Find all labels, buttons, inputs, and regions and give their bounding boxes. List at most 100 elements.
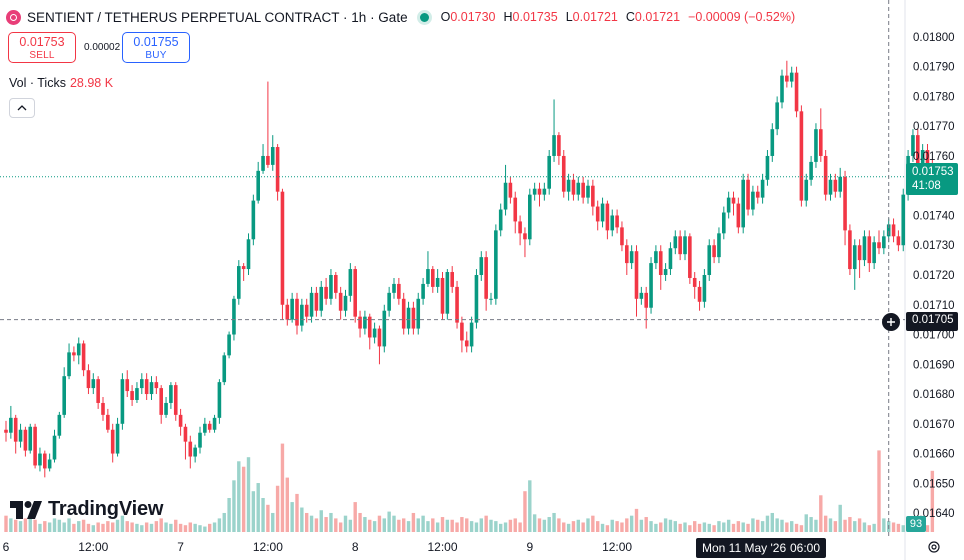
tradingview-logo[interactable]: TradingView	[10, 498, 163, 521]
candle-body	[566, 179, 571, 192]
volume-bar	[280, 443, 285, 532]
x-tick-label: 9	[526, 540, 533, 554]
volume-bar	[9, 518, 13, 532]
candle-body	[367, 316, 372, 338]
volume-bar	[445, 519, 450, 532]
volume-bar	[266, 504, 270, 532]
volume-bar	[111, 522, 115, 532]
candle-body	[911, 135, 915, 156]
x-tick-label: 8	[352, 540, 359, 554]
candle-body	[295, 298, 299, 326]
x-tick-label: 12:00	[427, 540, 457, 554]
candle-body	[620, 227, 624, 246]
candle-body	[275, 147, 280, 192]
candle-body	[717, 233, 721, 258]
symbol-logo-icon[interactable]	[6, 9, 21, 25]
candle-body	[173, 385, 178, 415]
volume-bar	[804, 514, 808, 532]
x-tick-label: 12:00	[78, 540, 108, 554]
volume-bar	[382, 518, 386, 532]
ohlc-open: O0.01730	[440, 10, 496, 24]
candle-body	[712, 245, 716, 258]
candle-body	[503, 182, 508, 210]
candle-body	[237, 266, 241, 299]
candle-body	[431, 269, 435, 287]
buy-button[interactable]: 0.01755 BUY	[122, 32, 190, 63]
candle-body	[106, 414, 110, 430]
candle-body	[183, 426, 188, 442]
volume-bar	[115, 519, 120, 532]
candle-body	[348, 269, 353, 296]
candle-body	[169, 385, 173, 403]
last-price-value: 0.01753	[912, 166, 954, 178]
candle-body	[47, 459, 52, 469]
candle-body	[266, 155, 270, 165]
volume-bar	[785, 522, 789, 532]
volume-bar	[596, 521, 600, 532]
candle-body	[557, 135, 561, 156]
candle-body	[862, 236, 867, 261]
candle-body	[338, 292, 343, 311]
candle-body	[198, 432, 202, 448]
symbol-title[interactable]: SENTIENT / TETHERUS PERPETUAL CONTRACT ·…	[27, 9, 408, 25]
candle-body	[605, 203, 610, 231]
volume-bar	[469, 521, 474, 532]
candle-body	[843, 176, 847, 231]
sell-button[interactable]: 0.01753 SELL	[8, 32, 76, 63]
volume-bar	[615, 521, 619, 532]
candle-body	[634, 251, 639, 299]
candle-body	[135, 388, 139, 400]
volume-bar	[857, 518, 862, 532]
volume-bar	[528, 480, 532, 532]
volume-bar	[644, 517, 648, 532]
candle-body	[532, 188, 537, 195]
candle-body	[775, 102, 779, 130]
collapse-legend-button[interactable]	[9, 98, 35, 118]
volume-bar	[392, 515, 396, 532]
candle-body	[392, 283, 396, 293]
volume-bar	[736, 521, 741, 532]
volume-legend[interactable]: Vol · Ticks 28.98 K	[9, 76, 113, 90]
y-tick-label: 0.01780	[913, 91, 955, 103]
volume-bar	[33, 519, 37, 532]
ohlc-low: L0.01721	[565, 10, 618, 24]
chevron-up-icon	[17, 105, 27, 111]
add-alert-button[interactable]	[882, 313, 900, 331]
volume-bar	[406, 521, 411, 532]
volume-bar	[605, 525, 610, 532]
candle-body	[561, 155, 566, 192]
volume-bar	[47, 522, 52, 532]
candle-body	[401, 298, 406, 329]
candle-body	[741, 179, 745, 228]
volume-bar	[372, 521, 377, 532]
volume-bar	[314, 518, 319, 532]
market-status-dot[interactable]	[419, 12, 429, 22]
x-tick-label: 6	[3, 540, 10, 554]
volume-bar	[106, 521, 110, 532]
volume-bar	[790, 521, 794, 532]
volume-bar	[571, 521, 576, 532]
candle-body	[72, 352, 76, 356]
volume-bar	[149, 523, 154, 532]
volume-bar	[130, 522, 134, 532]
volume-bar	[823, 515, 828, 532]
volume-bar	[712, 525, 716, 532]
volume-bar	[872, 523, 876, 532]
volume-bar	[523, 491, 527, 532]
volume-bar	[338, 522, 343, 532]
volume-bar	[833, 521, 838, 532]
volume-bar	[499, 523, 503, 532]
volume-bar	[566, 523, 571, 532]
volume-bar	[489, 519, 493, 532]
candle-body	[683, 236, 687, 255]
volume-legend-label: Vol · Ticks	[9, 76, 66, 90]
candle-body	[217, 382, 222, 418]
volume-bar	[72, 523, 76, 532]
volume-bar	[756, 519, 760, 532]
volume-bar	[14, 519, 18, 532]
volume-bar	[591, 515, 595, 532]
settings-gear-icon[interactable]	[927, 540, 941, 554]
candle-body	[304, 304, 309, 317]
volume-bar	[261, 498, 265, 532]
